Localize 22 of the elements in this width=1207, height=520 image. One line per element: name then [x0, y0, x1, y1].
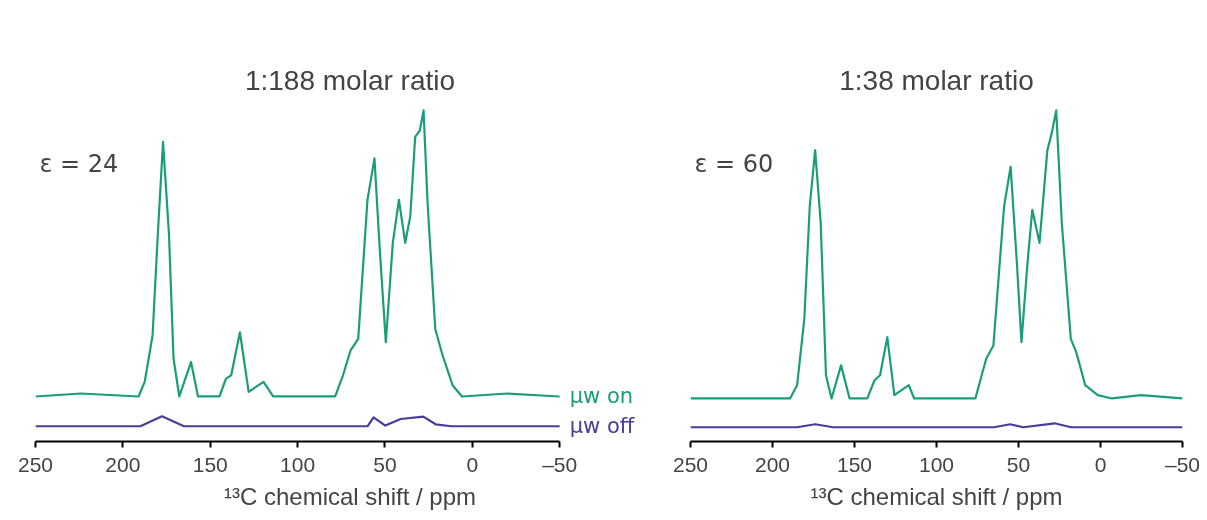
x-tick-label: 150: [836, 452, 873, 476]
x-tick-label: 0: [1094, 452, 1107, 476]
x-tick-label: 0: [466, 452, 479, 476]
x-axis-title: ¹³C chemical shift / ppm: [223, 482, 477, 510]
x-tick-label: 250: [17, 452, 54, 476]
x-tick-label: 200: [105, 452, 141, 476]
x-tick-label: 50: [373, 452, 397, 476]
x-tick-label: –50: [542, 452, 578, 476]
x-axis-title: ¹³C chemical shift / ppm: [810, 482, 1063, 510]
annotation: ε = 24: [39, 149, 119, 178]
series-label: μw off: [569, 414, 635, 439]
series-label: μw on: [569, 384, 634, 409]
x-tick-label: 100: [280, 452, 316, 476]
x-tick-label: 50: [1006, 452, 1031, 476]
x-tick-label: 100: [918, 452, 955, 476]
x-tick-label: 150: [192, 452, 228, 476]
chart-title: 1:188 molar ratio: [244, 64, 456, 96]
x-tick-label: 250: [672, 452, 709, 476]
x-tick-label: 200: [754, 452, 791, 476]
annotation: ε = 60: [694, 149, 774, 178]
x-tick-label: –50: [1164, 452, 1201, 476]
chart-title: 1:38 molar ratio: [839, 64, 1034, 96]
